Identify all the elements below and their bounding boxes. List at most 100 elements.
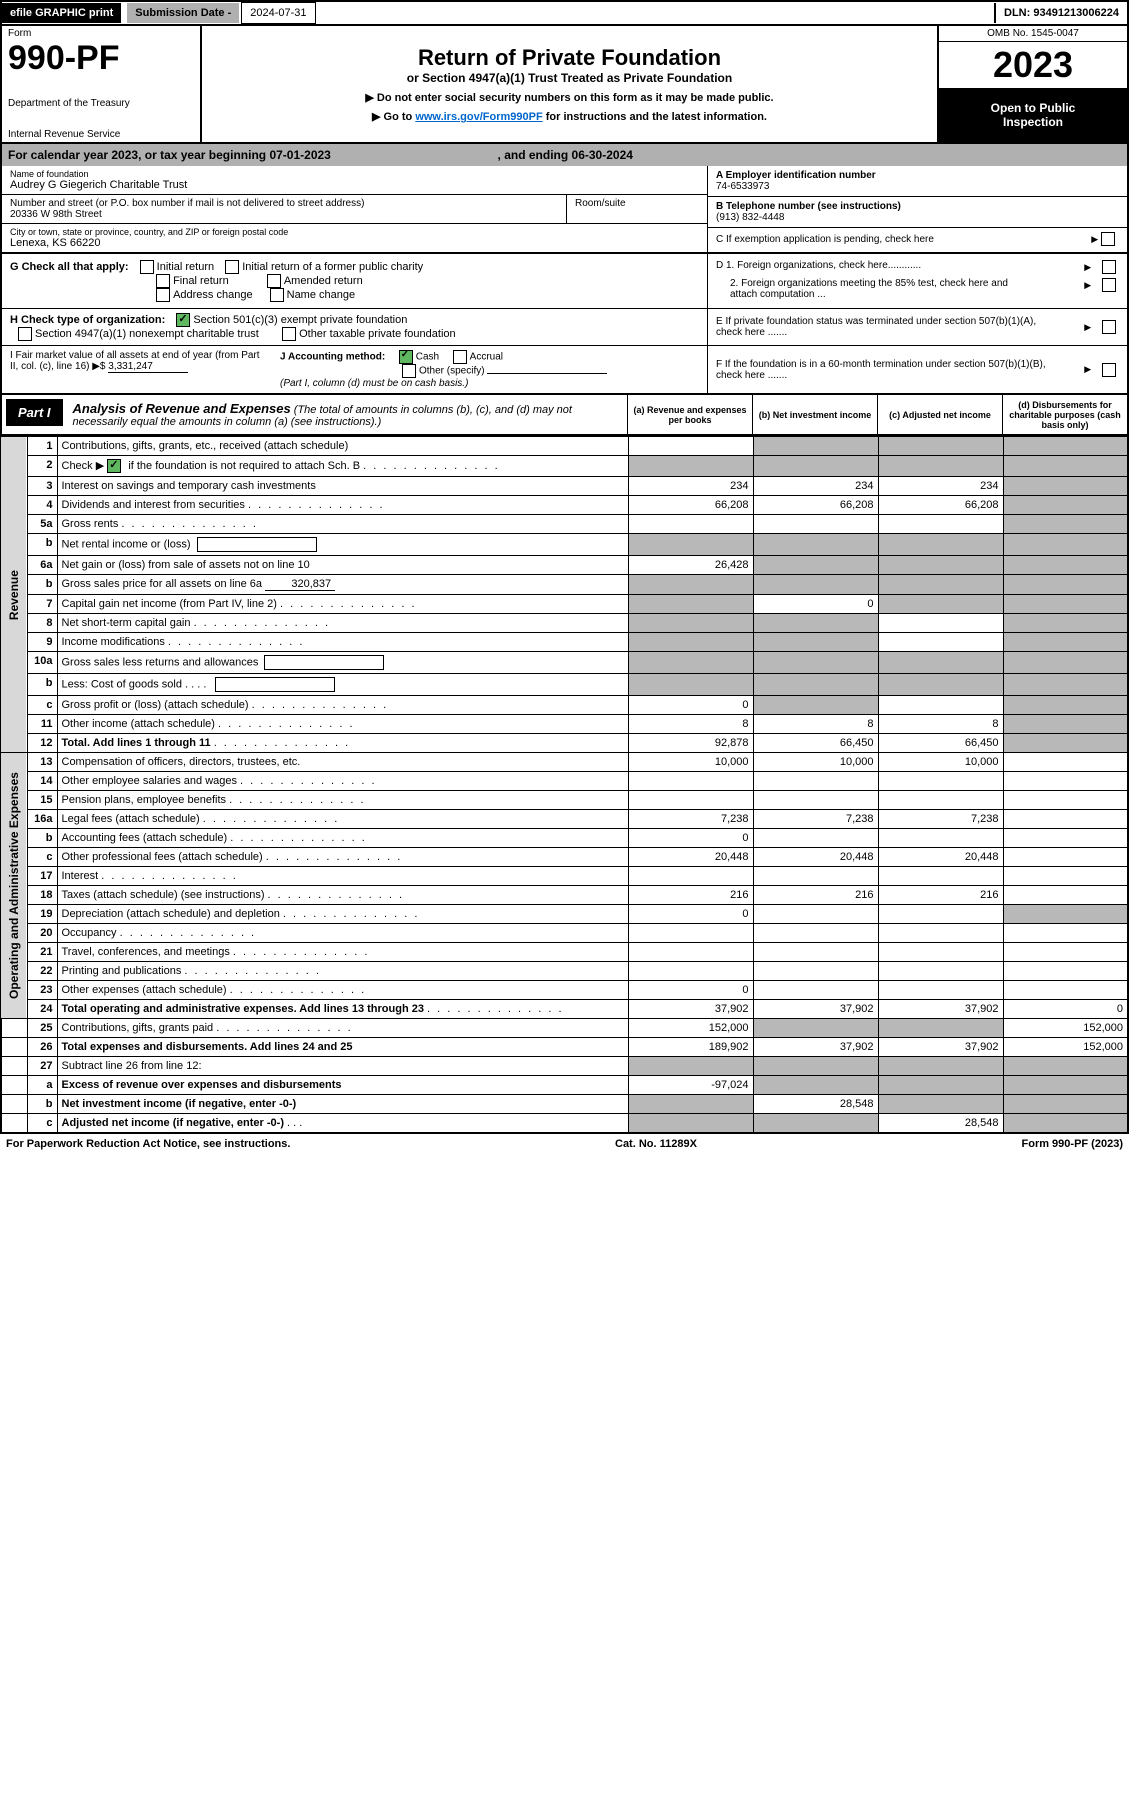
form-number: 990-PF <box>8 39 194 78</box>
g-amended-chk[interactable] <box>267 274 281 288</box>
e-checkbox[interactable] <box>1102 320 1116 334</box>
table-row: aExcess of revenue over expenses and dis… <box>1 1076 1128 1095</box>
revenue-side-label: Revenue <box>1 437 27 753</box>
d2-checkbox[interactable] <box>1102 278 1116 292</box>
table-row: 14Other employee salaries and wages <box>1 772 1128 791</box>
f-checkbox[interactable] <box>1102 363 1116 377</box>
table-row: 20Occupancy <box>1 924 1128 943</box>
omb-number: OMB No. 1545-0047 <box>939 26 1127 42</box>
ty-end: 06-30-2024 <box>572 148 633 162</box>
e-label: E If private foundation status was termi… <box>716 316 1046 338</box>
section-h: H Check type of organization: Section 50… <box>0 309 1129 346</box>
col-d-header: (d) Disbursements for charitable purpose… <box>1002 395 1127 434</box>
goto-line: ▶ Go to www.irs.gov/Form990PF for instru… <box>212 110 927 123</box>
j-note: (Part I, column (d) must be on cash basi… <box>280 378 468 389</box>
table-row: 9Income modifications <box>1 633 1128 652</box>
arrow-icon <box>1087 234 1098 245</box>
table-row: 10aGross sales less returns and allowanc… <box>1 652 1128 674</box>
table-row: Revenue 1 Contributions, gifts, grants, … <box>1 437 1128 456</box>
ein-label: A Employer identification number <box>716 170 1119 181</box>
foundation-name-label: Name of foundation <box>10 169 699 179</box>
cat-number: Cat. No. 11289X <box>615 1138 697 1150</box>
table-row: 18Taxes (attach schedule) (see instructi… <box>1 886 1128 905</box>
j-label: J Accounting method: <box>280 352 385 363</box>
form-header: Form 990-PF Department of the Treasury I… <box>0 26 1129 144</box>
table-row: 24Total operating and administrative exp… <box>1 1000 1128 1019</box>
arrow-icon <box>1080 322 1091 333</box>
h-label: H Check type of organization: <box>10 314 165 326</box>
foundation-name: Audrey G Giegerich Charitable Trust <box>10 179 699 191</box>
phone-label: B Telephone number (see instructions) <box>716 201 1119 212</box>
table-row: 27Subtract line 26 from line 12: <box>1 1057 1128 1076</box>
phone-value: (913) 832-4448 <box>716 212 1119 223</box>
section-i: I Fair market value of all assets at end… <box>0 346 1129 395</box>
g-initial-return-chk[interactable] <box>140 260 154 274</box>
ein-value: 74-6533973 <box>716 181 1119 192</box>
d2-label: 2. Foreign organizations meeting the 85%… <box>716 278 1036 300</box>
form-subtitle: or Section 4947(a)(1) Trust Treated as P… <box>212 71 927 85</box>
address-label: Number and street (or P.O. box number if… <box>10 198 558 209</box>
table-row: 5aGross rents <box>1 515 1128 534</box>
h-501c3-chk[interactable] <box>176 313 190 327</box>
ssn-warning: ▶ Do not enter social security numbers o… <box>212 91 927 104</box>
table-row: cGross profit or (loss) (attach schedule… <box>1 696 1128 715</box>
paperwork-notice: For Paperwork Reduction Act Notice, see … <box>6 1138 290 1150</box>
goto-pre: ▶ Go to <box>372 111 415 123</box>
c-label: C If exemption application is pending, c… <box>716 234 934 245</box>
table-row: 21Travel, conferences, and meetings <box>1 943 1128 962</box>
goto-post: for instructions and the latest informat… <box>543 111 767 123</box>
j-cash-chk[interactable] <box>399 350 413 364</box>
col-a-header: (a) Revenue and expenses per books <box>627 395 752 434</box>
efile-label: efile GRAPHIC print <box>2 3 123 23</box>
calendar-year-line: For calendar year 2023, or tax year begi… <box>0 144 1129 166</box>
c-checkbox[interactable] <box>1101 232 1115 246</box>
entity-block: Name of foundation Audrey G Giegerich Ch… <box>0 166 1129 254</box>
table-row: cAdjusted net income (if negative, enter… <box>1 1114 1128 1134</box>
table-row: bLess: Cost of goods sold . . . . <box>1 674 1128 696</box>
table-row: 22Printing and publications <box>1 962 1128 981</box>
irs-label: Internal Revenue Service <box>8 129 194 140</box>
d1-checkbox[interactable] <box>1102 260 1116 274</box>
city-state-zip: Lenexa, KS 66220 <box>10 237 699 249</box>
g-label: G Check all that apply: <box>10 261 129 273</box>
expenses-side-label: Operating and Administrative Expenses <box>1 753 27 1019</box>
part1-table: Revenue 1 Contributions, gifts, grants, … <box>0 436 1129 1134</box>
table-row: 4Dividends and interest from securities … <box>1 496 1128 515</box>
arrow-icon <box>1080 280 1091 291</box>
form-ref: Form 990-PF (2023) <box>1022 1138 1123 1150</box>
table-row: 15Pension plans, employee benefits <box>1 791 1128 810</box>
g-name-change-chk[interactable] <box>270 288 284 302</box>
street-address: 20336 W 98th Street <box>10 209 558 220</box>
schb-checkbox[interactable] <box>107 459 121 473</box>
j-accrual-chk[interactable] <box>453 350 467 364</box>
top-banner: efile GRAPHIC print Submission Date - 20… <box>0 0 1129 26</box>
table-row: 17Interest <box>1 867 1128 886</box>
part1-header: Part I Analysis of Revenue and Expenses … <box>0 395 1129 436</box>
table-row: bGross sales price for all assets on lin… <box>1 575 1128 595</box>
dept-treasury: Department of the Treasury <box>8 98 194 109</box>
table-row: 19Depreciation (attach schedule) and dep… <box>1 905 1128 924</box>
j-other-chk[interactable] <box>402 364 416 378</box>
h-4947-chk[interactable] <box>18 327 32 341</box>
room-label: Room/suite <box>575 198 699 209</box>
part1-title: Analysis of Revenue and Expenses <box>73 401 291 416</box>
submission-label: Submission Date - <box>127 3 239 23</box>
table-row: 16aLegal fees (attach schedule) 7,2387,2… <box>1 810 1128 829</box>
h-other-chk[interactable] <box>282 327 296 341</box>
table-row: 2 Check ▶ if the foundation is not requi… <box>1 456 1128 477</box>
g-final-return-chk[interactable] <box>156 274 170 288</box>
arrow-icon <box>1080 364 1091 375</box>
col-b-header: (b) Net investment income <box>752 395 877 434</box>
g-initial-former-chk[interactable] <box>225 260 239 274</box>
table-row: 6aNet gain or (loss) from sale of assets… <box>1 556 1128 575</box>
table-row: bAccounting fees (attach schedule) 0 <box>1 829 1128 848</box>
table-row: Operating and Administrative Expenses 13… <box>1 753 1128 772</box>
table-row: 8Net short-term capital gain <box>1 614 1128 633</box>
d1-label: D 1. Foreign organizations, check here..… <box>716 260 921 274</box>
city-label: City or town, state or province, country… <box>10 227 699 237</box>
instructions-link[interactable]: www.irs.gov/Form990PF <box>415 111 542 123</box>
tax-year: 2023 <box>939 42 1127 88</box>
g-address-change-chk[interactable] <box>156 288 170 302</box>
table-row: bNet rental income or (loss) <box>1 534 1128 556</box>
form-label: Form <box>8 28 194 39</box>
